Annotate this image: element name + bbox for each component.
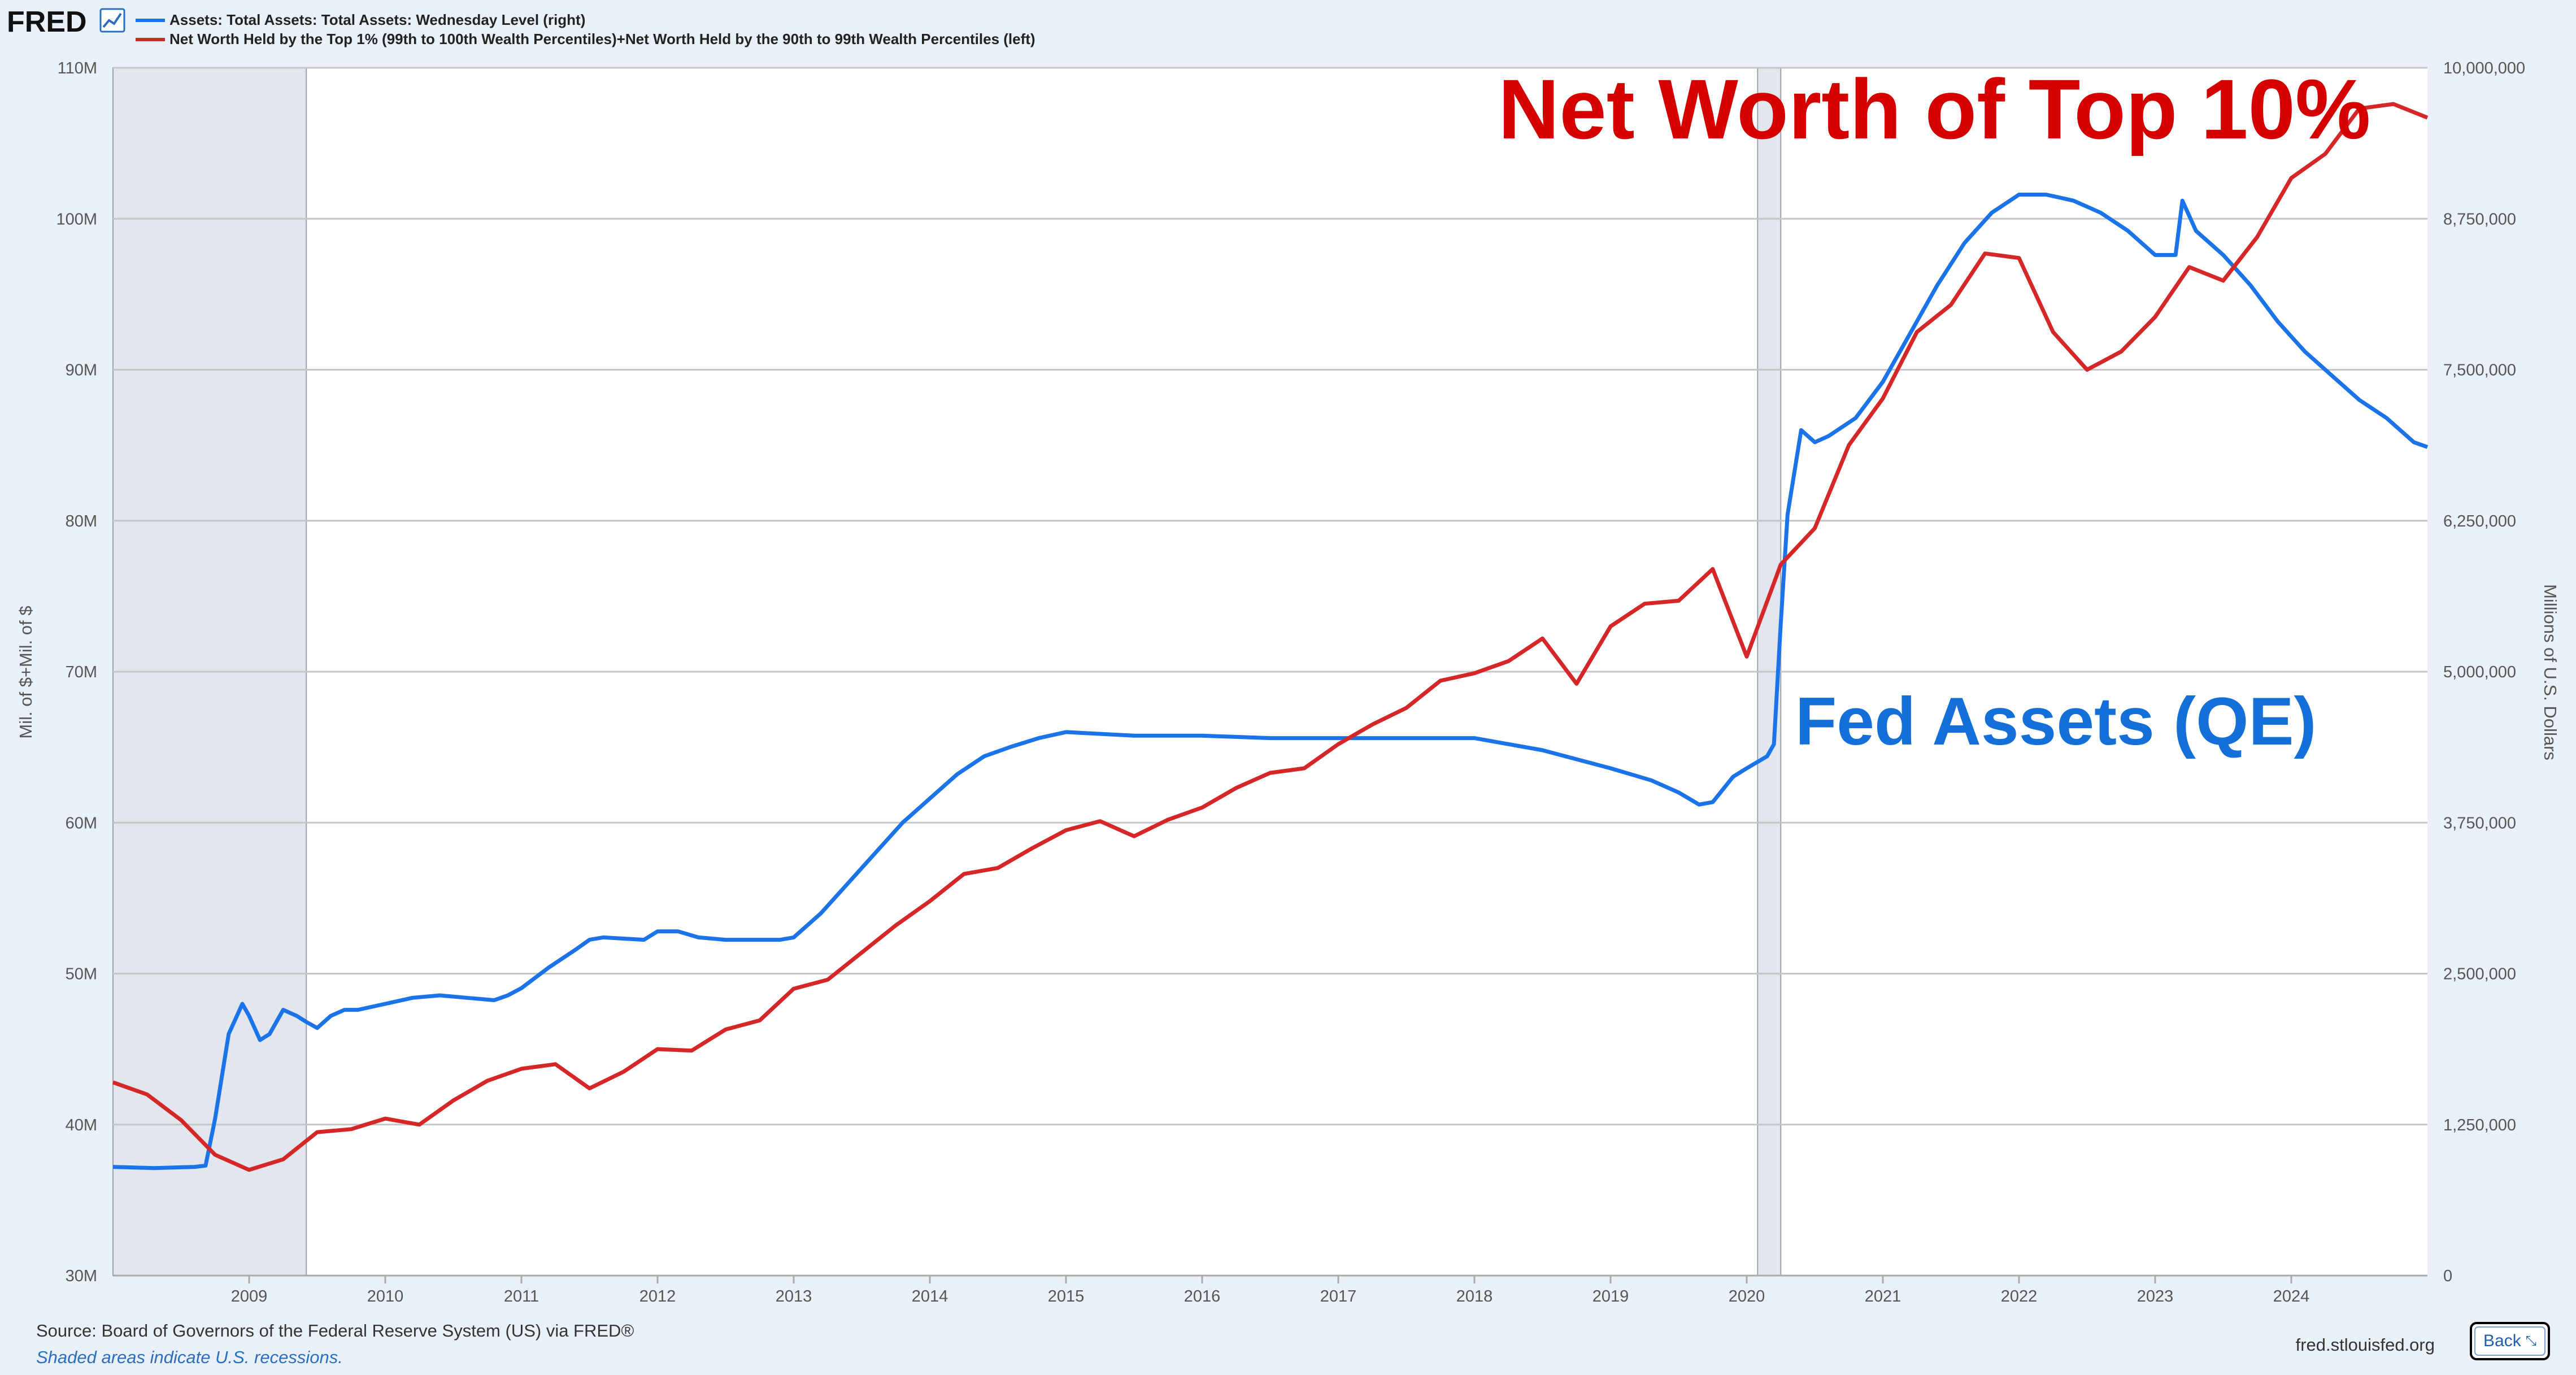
recession-note: Shaded areas indicate U.S. recessions.	[36, 1347, 343, 1367]
x-tick-label: 2016	[1184, 1287, 1221, 1306]
x-tick-label: 2015	[1048, 1287, 1085, 1306]
right-tick-label: 1,250,000	[2443, 1116, 2516, 1134]
right-axis: 0 1,250,000 2,500,000 3,750,000 5,000,000 6,2…	[2443, 59, 2525, 1285]
left-tick-label: 110M	[58, 59, 97, 77]
chart-line-icon	[99, 8, 125, 33]
legend-label-net-worth: Net Worth Held by the Top 1% (99th to 10…	[169, 31, 1035, 47]
source-text: Source: Board of Governors of the Federa…	[36, 1321, 634, 1341]
back-button-label: Back	[2483, 1332, 2521, 1350]
x-tick-label: 2010	[367, 1287, 404, 1306]
x-tick-label: 2012	[639, 1287, 676, 1306]
left-tick-label: 30M	[66, 1267, 97, 1285]
legend-item-assets: Assets: Total Assets: Total Assets: Wedn…	[136, 11, 585, 28]
left-axis: 30M 40M 50M 60M 70M 80M 90M 100M 110M	[56, 59, 97, 1285]
right-tick-label: 10,000,000	[2443, 59, 2525, 77]
left-tick-label: 50M	[66, 965, 97, 984]
left-tick-label: 90M	[66, 362, 97, 380]
annotation-fed-assets: Fed Assets (QE)	[1795, 684, 2316, 759]
right-tick-label: 0	[2443, 1267, 2452, 1285]
left-tick-label: 40M	[66, 1116, 97, 1134]
legend-label-assets: Assets: Total Assets: Total Assets: Wedn…	[169, 11, 585, 28]
right-tick-label: 7,500,000	[2443, 362, 2516, 380]
annotation-net-worth: Net Worth of Top 10%	[1498, 62, 2370, 156]
x-tick-label: 2021	[1865, 1287, 1901, 1306]
back-button[interactable]: Back ⤡	[2470, 1322, 2550, 1360]
x-tick-label: 2024	[2273, 1287, 2310, 1306]
fred-logo-text: FRED	[7, 6, 87, 38]
x-tick-label: 2017	[1320, 1287, 1357, 1306]
right-tick-label: 2,500,000	[2443, 965, 2516, 984]
fred-logo[interactable]: FRED	[7, 6, 125, 38]
left-tick-label: 100M	[56, 210, 97, 228]
right-axis-title: Millions of U.S. Dollars	[2540, 584, 2560, 760]
left-tick-label: 60M	[66, 814, 97, 832]
left-axis-title: Mil. of $+Mil. of $	[16, 606, 36, 738]
expand-icon: ⤡	[2525, 1333, 2536, 1348]
series-line-net-worth	[112, 102, 2429, 1172]
left-tick-label: 80M	[66, 512, 97, 530]
legend-item-net-worth: Net Worth Held by the Top 1% (99th to 10…	[136, 31, 1035, 47]
x-tick-label: 2018	[1456, 1287, 1493, 1306]
site-link[interactable]: fred.stlouisfed.org	[2295, 1335, 2435, 1355]
right-tick-label: 3,750,000	[2443, 814, 2516, 832]
x-tick-label: 2013	[776, 1287, 812, 1306]
series-line-fed-assets	[112, 193, 2429, 1171]
right-tick-label: 5,000,000	[2443, 663, 2516, 681]
x-tick-label: 2011	[504, 1287, 539, 1306]
series-lines	[112, 102, 2429, 1172]
left-tick-label: 70M	[66, 663, 97, 681]
right-tick-label: 8,750,000	[2443, 210, 2516, 228]
x-tick-label: 2020	[1729, 1287, 1765, 1306]
x-tick-label: 2019	[1592, 1287, 1629, 1306]
x-axis: 2009 2010 2011 2012 2013 2014 2015 2016 2017 2018…	[113, 1274, 2427, 1306]
right-tick-label: 6,250,000	[2443, 512, 2516, 530]
legend: Assets: Total Assets: Total Assets: Wedn…	[136, 11, 1035, 47]
x-tick-label: 2009	[231, 1287, 268, 1306]
x-tick-label: 2014	[912, 1287, 948, 1306]
x-tick-label: 2022	[2001, 1287, 2038, 1306]
x-tick-label: 2023	[2137, 1287, 2174, 1306]
